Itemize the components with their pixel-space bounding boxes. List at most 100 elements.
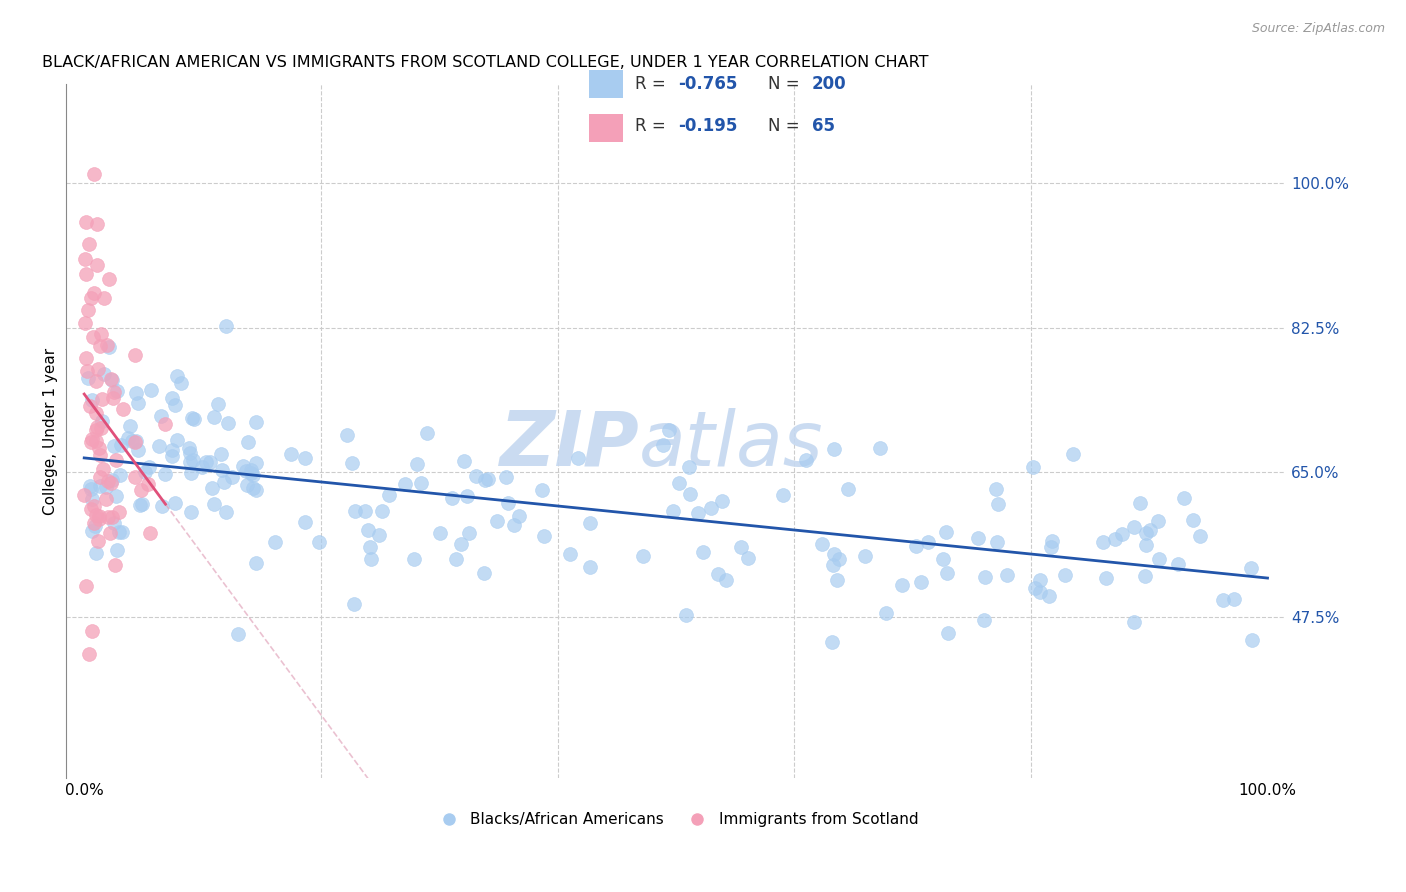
Point xyxy=(75,267,97,281)
Point xyxy=(83,516,105,530)
Point xyxy=(343,597,366,611)
Point xyxy=(967,531,990,545)
Point xyxy=(495,470,517,484)
Point xyxy=(180,466,202,480)
Point xyxy=(165,398,187,412)
Point xyxy=(578,516,600,531)
Point xyxy=(160,391,183,405)
Point xyxy=(1091,535,1114,549)
Point xyxy=(1133,569,1156,583)
Point xyxy=(80,432,103,446)
Point xyxy=(405,457,427,471)
Point xyxy=(73,316,96,330)
Point xyxy=(890,578,912,592)
Point xyxy=(1147,552,1170,566)
Point xyxy=(94,480,117,494)
Point xyxy=(264,534,287,549)
Point xyxy=(236,477,259,491)
Point xyxy=(242,467,264,482)
Point xyxy=(453,453,475,467)
Point xyxy=(342,456,364,470)
Point xyxy=(87,509,110,524)
Point xyxy=(737,550,759,565)
Point xyxy=(875,606,897,620)
Point xyxy=(110,438,132,452)
Point xyxy=(1029,585,1052,599)
Point xyxy=(477,472,499,486)
Point xyxy=(89,470,111,484)
Point xyxy=(810,536,832,550)
Point xyxy=(221,470,243,484)
Point xyxy=(837,482,859,496)
Point xyxy=(280,446,302,460)
Point xyxy=(80,501,103,516)
Point xyxy=(84,406,107,420)
Point xyxy=(101,373,124,387)
Point xyxy=(450,537,472,551)
Point xyxy=(1122,615,1144,630)
Point xyxy=(308,535,330,549)
Point xyxy=(357,523,380,537)
Point xyxy=(117,431,139,445)
Point xyxy=(1135,526,1157,541)
Point xyxy=(416,425,439,440)
Point xyxy=(986,482,1008,496)
Point xyxy=(239,466,262,480)
Point xyxy=(444,551,467,566)
Point xyxy=(181,410,204,425)
Point xyxy=(97,509,120,524)
Point xyxy=(821,635,844,649)
Point xyxy=(657,424,679,438)
Point xyxy=(772,488,794,502)
Point xyxy=(100,476,122,491)
Point xyxy=(827,573,849,587)
Point xyxy=(794,453,817,467)
Point xyxy=(108,505,131,519)
Point xyxy=(77,237,100,252)
Point xyxy=(631,549,654,564)
Point xyxy=(77,302,100,317)
Point xyxy=(170,376,193,390)
Text: R =: R = xyxy=(636,75,671,93)
Point xyxy=(245,416,267,430)
Point xyxy=(935,525,957,540)
Point xyxy=(83,518,105,533)
Point xyxy=(212,475,235,489)
Point xyxy=(823,558,845,573)
Point xyxy=(82,330,104,344)
Point xyxy=(579,560,602,574)
Point xyxy=(661,504,683,518)
Text: 200: 200 xyxy=(811,75,846,93)
Point xyxy=(94,492,117,507)
Point xyxy=(217,416,239,430)
Point xyxy=(853,549,876,563)
Point xyxy=(89,448,111,462)
Point xyxy=(226,626,249,640)
Point xyxy=(707,567,730,582)
Text: -0.765: -0.765 xyxy=(679,75,738,93)
Point xyxy=(245,483,267,497)
Point xyxy=(75,579,97,593)
Point xyxy=(100,509,122,524)
Point xyxy=(1040,540,1063,554)
Point xyxy=(86,217,108,231)
Point xyxy=(86,420,108,434)
Point xyxy=(360,551,382,566)
Point xyxy=(1135,538,1157,552)
Point xyxy=(486,514,509,528)
Bar xyxy=(589,114,623,142)
Point xyxy=(1212,593,1234,607)
Point xyxy=(429,525,451,540)
Point xyxy=(87,512,110,526)
Point xyxy=(567,450,589,465)
Point xyxy=(458,526,481,541)
Point xyxy=(80,435,103,450)
Point xyxy=(128,499,150,513)
Point xyxy=(402,552,425,566)
Point xyxy=(84,374,107,388)
Point xyxy=(162,443,184,458)
Point xyxy=(498,496,520,510)
Point xyxy=(125,386,148,401)
Point xyxy=(104,558,127,573)
Point xyxy=(76,363,98,377)
